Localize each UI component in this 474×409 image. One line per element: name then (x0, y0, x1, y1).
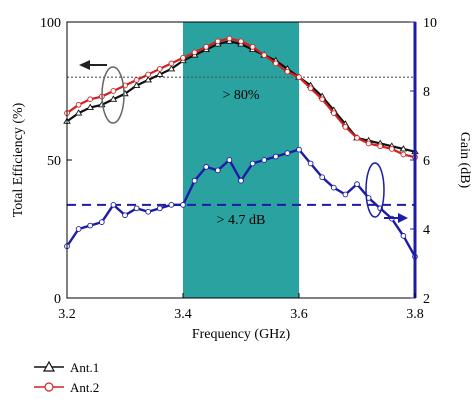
x-tick-label: 3.4 (174, 307, 192, 322)
legend-item-ant2: Ant.2 (34, 380, 99, 395)
series-1-point (75, 101, 82, 108)
series-1-point (214, 38, 221, 45)
series-1-point (156, 66, 163, 72)
series-0-point (167, 65, 176, 72)
efficiency-threshold-label: > 80% (222, 88, 259, 103)
series-1-point (342, 124, 349, 130)
series-1-point (377, 143, 384, 150)
series-2-point (87, 222, 94, 229)
series-2-point (122, 212, 128, 219)
series-1-point (272, 60, 279, 67)
series-1-point (296, 74, 302, 81)
x-tick-label: 3.8 (406, 307, 424, 322)
series-1-point (261, 52, 268, 58)
series-1-point (203, 43, 210, 50)
ticks-layer: 3.2 3.4 3.6 3.8 0 50 100 2 4 6 8 10 (40, 16, 437, 322)
series-2-point (110, 202, 117, 208)
right-tick-label: 10 (423, 16, 437, 31)
series-2-point (238, 177, 244, 184)
series-0-point (109, 95, 118, 102)
legend-label-ant1: Ant.1 (70, 360, 99, 375)
series-2-point (75, 226, 82, 232)
series-1-point (249, 43, 256, 50)
series-2-point (168, 202, 175, 208)
series-2-point (98, 219, 105, 225)
efficiency-axis-indicator (79, 60, 125, 124)
series-1-point (330, 110, 337, 116)
legend: Ant.1 Ant.2 (34, 360, 99, 395)
series-2-point (226, 157, 233, 163)
series-1-point (226, 35, 233, 42)
series-0-point (156, 70, 164, 77)
legend-label-ant2: Ant.2 (70, 380, 99, 395)
series-1-point (365, 140, 372, 147)
series-2-point (203, 164, 210, 170)
left-tick-label: 100 (40, 16, 61, 31)
series-2-point (354, 181, 360, 188)
series-2-point (249, 160, 256, 167)
gain-threshold-label: > 4.7 dB (217, 213, 266, 228)
series-2-point (272, 153, 279, 160)
series-1-point (400, 151, 407, 158)
highlight-band (183, 22, 299, 298)
series-layer (63, 35, 419, 260)
x-tick-label: 3.6 (290, 307, 308, 322)
series-1-point (191, 49, 198, 56)
series-2-point (261, 157, 268, 163)
series-0-point (74, 109, 83, 116)
right-tick-label: 4 (423, 223, 430, 238)
series-1-point (354, 135, 360, 141)
series-1-point (133, 77, 140, 83)
x-tick-label: 3.2 (58, 307, 76, 322)
series-1-point (145, 71, 152, 78)
series-1-point (319, 96, 326, 103)
series-1-point (388, 146, 395, 152)
left-tick-label: 50 (47, 154, 61, 169)
right-tick-label: 2 (423, 292, 430, 307)
series-2-point (284, 150, 291, 156)
x-axis-label: Frequency (GHz) (192, 327, 291, 342)
right-axis-label: Gain (dB) (457, 132, 472, 189)
series-2-point (156, 205, 163, 212)
gain-axis-indicator (365, 162, 408, 223)
series-2-point (342, 191, 349, 198)
right-tick-label: 8 (423, 85, 430, 100)
series-2-point (319, 174, 326, 181)
series-1-point (180, 55, 186, 61)
series-2-point (145, 208, 152, 215)
series-0-point (86, 103, 94, 111)
right-tick-label: 6 (423, 154, 430, 169)
series-2-point (296, 146, 302, 153)
series-2-point (330, 184, 337, 191)
series-2-point (133, 205, 140, 212)
series-1-point (307, 85, 314, 92)
series-2-point (191, 177, 198, 184)
series-1-point (168, 60, 175, 67)
series-2-point (307, 160, 314, 167)
legend-item-ant1: Ant.1 (34, 360, 99, 375)
series-0-point (144, 76, 152, 83)
series-1-point (110, 88, 117, 94)
series-1-point (284, 68, 291, 75)
series-2-point (180, 202, 186, 208)
left-tick-label: 0 (54, 292, 61, 307)
series-1-point (238, 38, 244, 45)
series-0-point (399, 145, 408, 152)
left-axis-label: Total Efficiency (%) (11, 102, 26, 217)
series-0-point (132, 81, 141, 88)
series-1-point (87, 96, 94, 103)
series-2-point (214, 167, 221, 174)
series-2-point (400, 233, 407, 239)
